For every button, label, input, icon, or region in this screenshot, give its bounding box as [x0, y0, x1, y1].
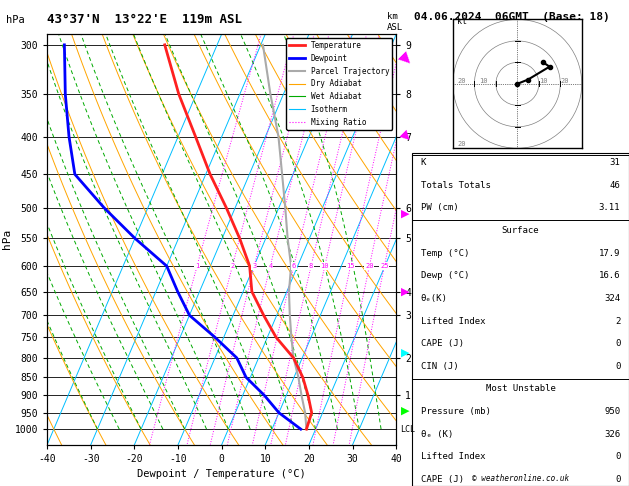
Text: hPa: hPa — [6, 15, 25, 25]
Text: Temp (°C): Temp (°C) — [421, 249, 469, 258]
Text: kt: kt — [457, 17, 467, 26]
Text: 950: 950 — [604, 407, 620, 416]
Text: 16.6: 16.6 — [599, 271, 620, 280]
Text: 20: 20 — [457, 78, 465, 84]
Text: 2: 2 — [615, 316, 620, 326]
Text: 10: 10 — [321, 263, 329, 269]
Text: © weatheronline.co.uk: © weatheronline.co.uk — [472, 474, 569, 483]
Text: km
ASL: km ASL — [387, 12, 403, 32]
Text: 3.11: 3.11 — [599, 203, 620, 212]
Text: 3: 3 — [252, 263, 257, 269]
Text: CAPE (J): CAPE (J) — [421, 475, 464, 484]
Y-axis label: hPa: hPa — [2, 229, 12, 249]
Text: 10: 10 — [539, 78, 547, 84]
Text: ▶: ▶ — [401, 209, 410, 219]
Text: 17.9: 17.9 — [599, 249, 620, 258]
Text: ▶: ▶ — [401, 287, 410, 296]
Text: Totals Totals: Totals Totals — [421, 181, 491, 190]
Text: Dewp (°C): Dewp (°C) — [421, 271, 469, 280]
Text: 0: 0 — [615, 339, 620, 348]
Text: 46: 46 — [610, 181, 620, 190]
Text: K: K — [421, 158, 426, 167]
Text: ▶: ▶ — [401, 347, 410, 357]
Text: CIN (J): CIN (J) — [421, 362, 459, 371]
Text: 04.06.2024  06GMT  (Base: 18): 04.06.2024 06GMT (Base: 18) — [414, 12, 610, 22]
Text: Lifted Index: Lifted Index — [421, 452, 485, 461]
Text: Pressure (mb): Pressure (mb) — [421, 407, 491, 416]
Text: 0: 0 — [615, 475, 620, 484]
Text: 43°37'N  13°22'E  119m ASL: 43°37'N 13°22'E 119m ASL — [47, 13, 242, 26]
Text: Most Unstable: Most Unstable — [486, 384, 555, 394]
Text: 10: 10 — [479, 78, 487, 84]
Text: Lifted Index: Lifted Index — [421, 316, 485, 326]
Text: CAPE (J): CAPE (J) — [421, 339, 464, 348]
Text: 0: 0 — [615, 362, 620, 371]
X-axis label: Dewpoint / Temperature (°C): Dewpoint / Temperature (°C) — [137, 469, 306, 479]
Legend: Temperature, Dewpoint, Parcel Trajectory, Dry Adiabat, Wet Adiabat, Isotherm, Mi: Temperature, Dewpoint, Parcel Trajectory… — [286, 38, 392, 130]
Text: 324: 324 — [604, 294, 620, 303]
Text: 20: 20 — [365, 263, 374, 269]
Text: θₑ(K): θₑ(K) — [421, 294, 448, 303]
Text: ▶: ▶ — [398, 128, 414, 144]
Text: Surface: Surface — [502, 226, 539, 235]
Text: 25: 25 — [380, 263, 389, 269]
Text: LCL: LCL — [400, 425, 415, 434]
Text: 326: 326 — [604, 430, 620, 439]
Text: 2: 2 — [230, 263, 235, 269]
Text: 8: 8 — [309, 263, 313, 269]
Text: 4: 4 — [268, 263, 272, 269]
Text: ▶: ▶ — [401, 406, 410, 416]
Text: PW (cm): PW (cm) — [421, 203, 459, 212]
Text: 0: 0 — [615, 452, 620, 461]
Text: ▶: ▶ — [396, 49, 415, 68]
Text: 20: 20 — [560, 78, 569, 84]
Text: 1: 1 — [195, 263, 199, 269]
Text: θₑ (K): θₑ (K) — [421, 430, 453, 439]
Text: 6: 6 — [292, 263, 296, 269]
Text: 20: 20 — [457, 141, 465, 147]
Text: 31: 31 — [610, 158, 620, 167]
Text: 15: 15 — [347, 263, 355, 269]
